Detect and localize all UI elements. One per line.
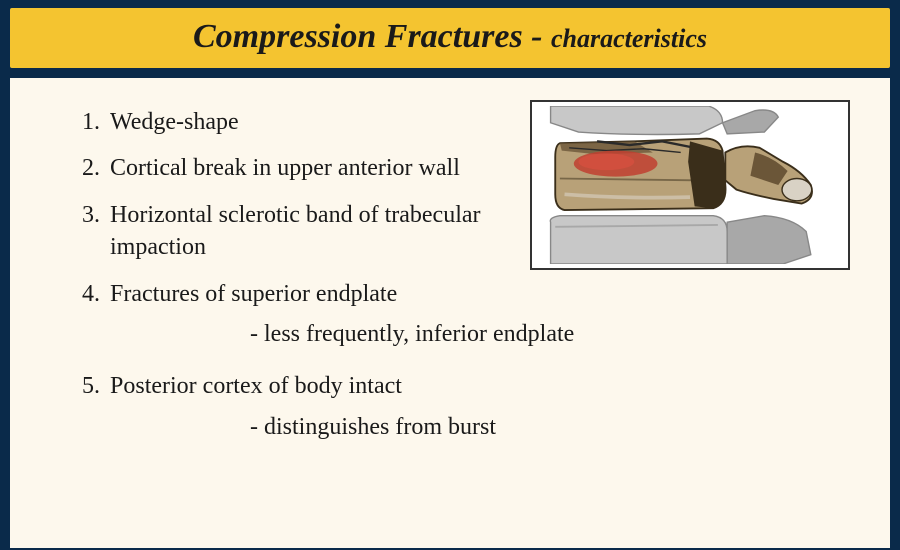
title-sub: characteristics xyxy=(551,24,707,53)
list-number: 1. xyxy=(70,106,100,138)
sub-text: distinguishes from burst xyxy=(264,414,496,440)
list-sub-item: -less frequently, inferior endplate xyxy=(250,318,850,350)
list-text: Cortical break in upper anterior wall xyxy=(110,152,490,184)
vertebra-icon xyxy=(536,106,844,264)
list-text: Horizontal sclerotic band of trabecular … xyxy=(110,199,490,264)
content-panel: 1. Wedge-shape 2. Cortical break in uppe… xyxy=(10,78,890,548)
list-text: Fractures of superior endplate xyxy=(110,278,850,310)
list-item: 4. Fractures of superior endplate xyxy=(70,278,850,310)
sub-text: less frequently, inferior endplate xyxy=(264,321,574,347)
dash-icon: - xyxy=(250,321,258,347)
dash-icon: - xyxy=(250,414,258,440)
list-text: Wedge-shape xyxy=(110,106,490,138)
list-number: 4. xyxy=(70,278,100,310)
list-number: 2. xyxy=(70,152,100,184)
title-bar: Compression Fractures - characteristics xyxy=(10,8,890,68)
slide: Compression Fractures - characteristics … xyxy=(0,0,900,550)
list-item: 5. Posterior cortex of body intact xyxy=(70,370,850,402)
list-number: 3. xyxy=(70,199,100,231)
title-main: Compression Fractures - xyxy=(193,18,551,55)
list-number: 5. xyxy=(70,370,100,402)
list-text: Posterior cortex of body intact xyxy=(110,370,850,402)
vertebra-illustration xyxy=(530,100,850,270)
list-sub-item: -distinguishes from burst xyxy=(250,411,850,443)
